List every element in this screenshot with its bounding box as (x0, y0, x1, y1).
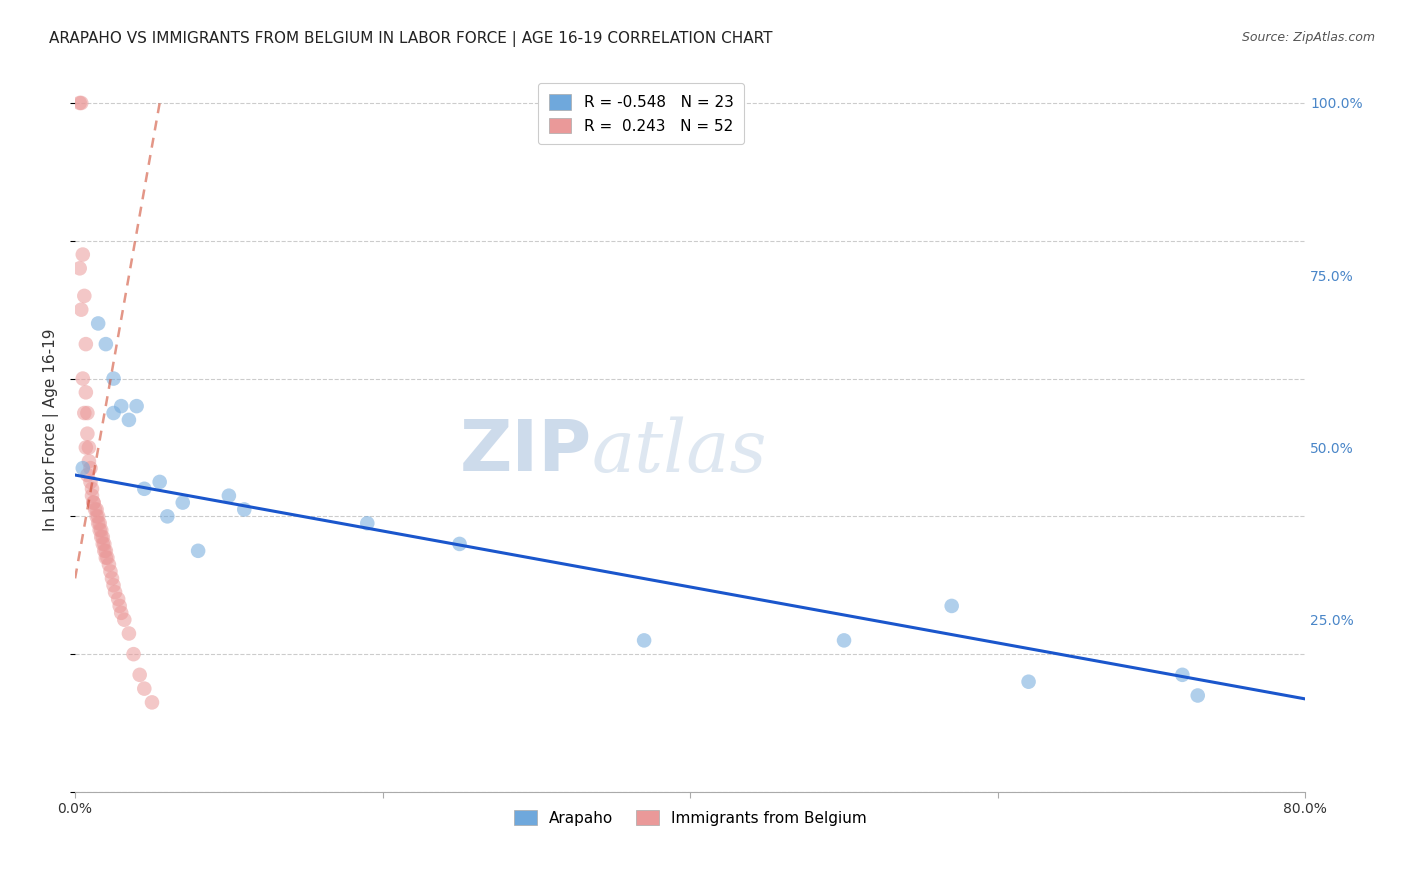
Point (94, 550, 117, 565)
Point (76, 406, 98, 420)
Point (128, 668, 150, 682)
Point (73, 406, 96, 420)
Point (101, 571, 124, 585)
Point (77, 454, 100, 468)
Point (93, 544, 115, 558)
Point (118, 626, 141, 640)
Point (356, 516, 378, 531)
Point (93, 537, 115, 551)
Text: atlas: atlas (592, 417, 768, 487)
Point (90, 523, 112, 537)
Y-axis label: In Labor Force | Age 16-19: In Labor Force | Age 16-19 (44, 329, 59, 532)
Point (91, 530, 114, 544)
Text: ZIP: ZIP (460, 417, 592, 486)
Point (76, 468, 98, 483)
Point (100, 565, 122, 579)
Point (149, 475, 172, 489)
Point (84, 502, 107, 516)
Point (112, 613, 135, 627)
Point (79, 461, 101, 475)
Point (80, 482, 103, 496)
Point (70, 95, 93, 110)
Point (832, 633, 855, 648)
Point (72, 461, 94, 475)
Point (233, 502, 256, 516)
Point (110, 606, 132, 620)
Point (110, 399, 132, 413)
Point (104, 585, 127, 599)
Point (83, 495, 105, 509)
Point (134, 482, 156, 496)
Point (69, 261, 91, 276)
Point (449, 537, 471, 551)
Point (75, 441, 97, 455)
Point (77, 441, 100, 455)
Point (125, 399, 148, 413)
Point (70, 302, 93, 317)
Text: ARAPAHO VS IMMIGRANTS FROM BELGIUM IN LABOR FORCE | AGE 16-19 CORRELATION CHART: ARAPAHO VS IMMIGRANTS FROM BELGIUM IN LA… (49, 31, 773, 47)
Point (89, 516, 111, 531)
Point (103, 406, 125, 420)
Point (80, 489, 103, 503)
Point (86, 502, 108, 516)
Text: Source: ZipAtlas.com: Source: ZipAtlas.com (1241, 31, 1375, 45)
Point (141, 695, 163, 709)
Point (79, 475, 101, 489)
Point (94, 544, 117, 558)
Point (90, 530, 112, 544)
Point (75, 385, 97, 400)
Point (172, 495, 194, 509)
Point (87, 509, 110, 524)
Point (218, 489, 240, 503)
Point (633, 633, 655, 648)
Point (94, 337, 117, 351)
Point (156, 509, 179, 524)
Point (1018, 674, 1040, 689)
Point (73, 289, 96, 303)
Legend: Arapaho, Immigrants from Belgium: Arapaho, Immigrants from Belgium (505, 801, 876, 835)
Point (72, 247, 94, 261)
Point (1187, 689, 1209, 703)
Point (83, 495, 105, 509)
Point (72, 371, 94, 385)
Point (134, 681, 156, 696)
Point (187, 544, 209, 558)
Point (107, 592, 129, 607)
Point (118, 413, 141, 427)
Point (97, 558, 120, 572)
Point (87, 516, 110, 531)
Point (87, 317, 110, 331)
Point (89, 523, 111, 537)
Point (1171, 668, 1194, 682)
Point (91, 537, 114, 551)
Point (103, 578, 125, 592)
Point (122, 647, 145, 661)
Point (108, 599, 131, 613)
Point (103, 371, 125, 385)
Point (941, 599, 963, 613)
Point (75, 337, 97, 351)
Point (69, 95, 91, 110)
Point (96, 550, 118, 565)
Point (76, 426, 98, 441)
Point (86, 509, 108, 524)
